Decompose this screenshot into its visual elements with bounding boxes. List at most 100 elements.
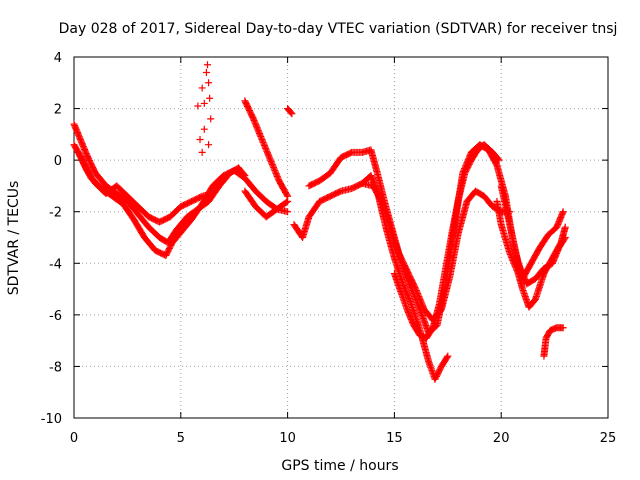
data-point [273,171,281,179]
data-point [198,148,206,156]
data-point [267,158,275,166]
data-point [415,303,423,311]
data-point [288,110,296,118]
y-tick-label: 4 [54,51,62,66]
data-point [272,169,280,177]
data-point [406,281,414,289]
data-point [268,161,276,169]
data-point [412,297,420,305]
data-point [271,168,279,176]
data-point [267,156,275,164]
data-point [287,109,295,117]
data-point [283,191,291,199]
y-tick-label: 0 [54,154,62,169]
data-point [251,119,259,127]
data-point [514,259,522,267]
data-point [407,285,415,293]
data-point [273,172,281,180]
data-point [252,122,260,130]
data-point [410,291,418,299]
data-point [443,353,451,361]
data-point [407,299,415,307]
y-axis-label: SDTVAR / TECUs [6,181,22,296]
y-tick-label: -4 [49,257,62,272]
x-tick-label: 15 [386,431,403,446]
data-point [559,324,567,332]
x-tick-label: 20 [493,431,510,446]
data-point [517,267,525,275]
y-tick-label: -6 [49,309,62,324]
data-point [520,273,528,281]
data-point [206,94,214,102]
data-point [561,234,569,241]
data-point [411,294,419,302]
chart-title: Day 028 of 2017, Sidereal Day-to-day VTE… [59,21,618,37]
data-point [561,223,569,231]
data-point [264,150,272,158]
series-track-d [241,97,292,200]
data-point [271,166,279,174]
series-track-j [390,141,503,342]
data-point [559,208,567,216]
data-point [413,298,421,306]
data-point [200,99,208,107]
data-point [515,261,523,269]
data-point [411,292,419,300]
series-track-c [74,148,217,226]
data-point [494,155,502,163]
data-point [202,68,210,76]
x-tick-label: 10 [279,431,296,446]
series-track-f [284,105,296,118]
data-point [520,274,528,282]
plot-frame [73,56,609,419]
data-point [205,141,213,149]
data-point [251,118,259,126]
series-track-l [497,182,569,288]
data-point [412,295,420,303]
data-point [256,131,264,139]
data-point [269,162,277,170]
data-point [255,128,263,136]
data-point [207,115,215,123]
y-tick-label: -8 [49,360,62,375]
grid-lines [74,57,608,418]
data-point [270,165,278,173]
data-point [254,127,262,135]
y-tick-label: 2 [54,103,62,118]
data-point [274,174,282,182]
data-point [254,125,262,133]
data-point [204,61,211,69]
data-point [209,190,217,198]
data-point [270,164,278,172]
data-point [258,136,266,144]
data-point [403,275,411,283]
series-spike-cluster [194,61,215,156]
data-point [409,289,417,297]
data-point [519,270,527,278]
data-point [252,121,260,129]
data-point [282,198,290,206]
data-point [444,352,452,360]
data-point [260,140,268,148]
data-point [414,301,422,309]
data-point [259,138,267,146]
data-point [200,125,208,133]
data-point [518,268,526,276]
data-point [261,143,269,151]
data-point [406,282,414,290]
y-tick-label: -2 [49,206,62,221]
data-point [253,124,261,132]
y-tick-label: -10 [41,412,62,427]
data-point [506,249,514,257]
data-point [284,197,292,205]
data-point [194,102,202,110]
data-point [519,271,527,279]
series-track-m [540,324,567,360]
x-axis-label: GPS time / hours [281,458,398,474]
data-point [260,141,268,149]
data-point [256,130,264,138]
data-point [265,153,273,161]
data-point [404,278,412,286]
data-point [521,275,529,283]
